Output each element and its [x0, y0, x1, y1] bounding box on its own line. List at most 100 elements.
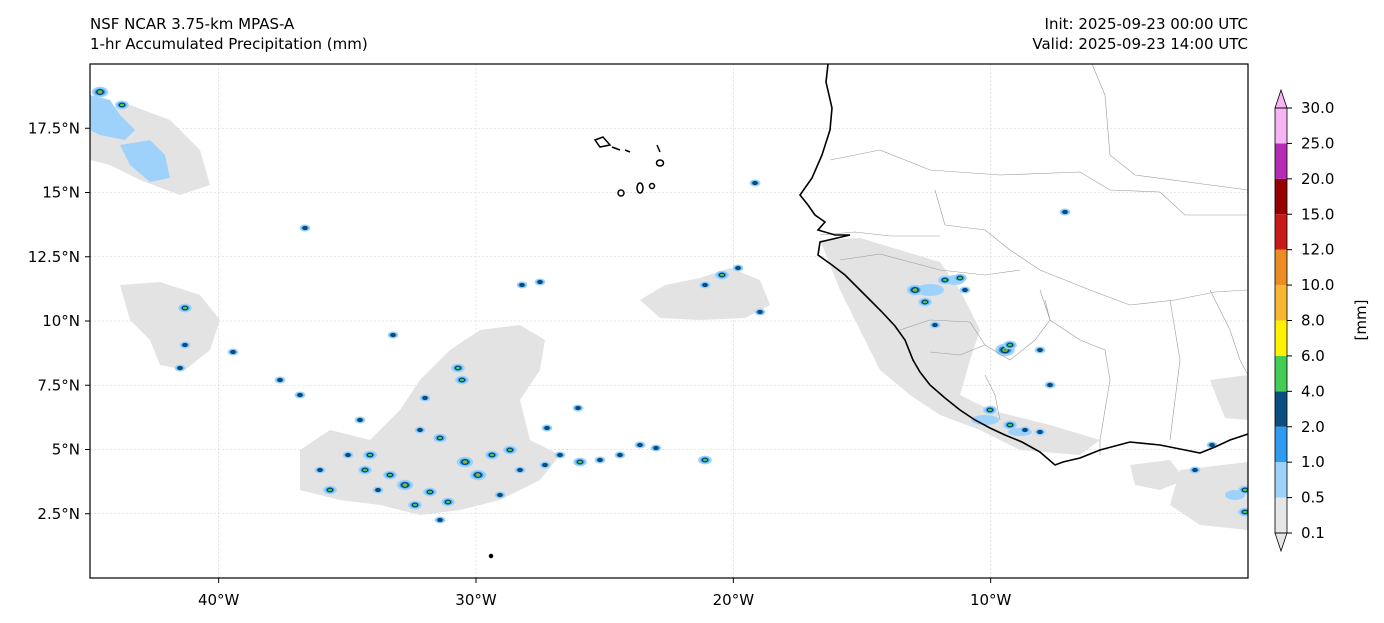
lat-tick-label: 17.5°N — [28, 119, 80, 137]
storm-cell — [749, 179, 761, 187]
colorbar-segment — [1275, 462, 1287, 498]
storm-cell — [441, 497, 455, 507]
coastline — [798, 64, 1248, 466]
colorbar-segment — [1275, 143, 1287, 179]
storm-cell — [91, 86, 109, 98]
storm-cell — [541, 424, 553, 432]
storm-cell — [469, 469, 487, 481]
storm-cell — [953, 273, 967, 283]
island — [655, 159, 665, 167]
storm-cell — [959, 286, 971, 294]
lat-tick-label: 2.5°N — [37, 505, 80, 523]
border-line — [829, 149, 1248, 216]
country-borders — [819, 64, 1248, 455]
storm-cell — [918, 297, 932, 307]
storm-cell — [174, 364, 186, 372]
convective-cells — [91, 86, 1248, 524]
lon-tick-label: 20°W — [713, 591, 755, 609]
colorbar-label: 30.0 — [1301, 99, 1334, 117]
storm-cell — [699, 281, 711, 289]
storm-cell — [983, 405, 997, 415]
storm-cell — [451, 363, 465, 373]
island — [617, 189, 625, 197]
storm-cell — [358, 465, 372, 475]
storm-cell — [573, 457, 587, 467]
precip-area — [916, 284, 944, 296]
colorbar-label: 20.0 — [1301, 170, 1334, 188]
storm-cell — [534, 278, 546, 286]
field-title: 1-hr Accumulated Precipitation (mm) — [90, 35, 368, 53]
colorbar-label: 2.0 — [1301, 418, 1325, 436]
storm-cell — [455, 375, 469, 385]
storm-cell — [179, 341, 191, 349]
colorbar-extend-max — [1274, 88, 1288, 109]
storm-cell — [494, 491, 506, 499]
colorbar-segment — [1275, 391, 1287, 427]
storm-cell — [396, 479, 414, 491]
storm-cell — [614, 451, 626, 459]
storm-cell — [423, 487, 437, 497]
colorbar-label: 25.0 — [1301, 134, 1334, 152]
colorbar-segment — [1275, 285, 1287, 321]
storm-cell — [1238, 485, 1248, 495]
gridlines — [90, 64, 1248, 578]
border-line — [984, 299, 1051, 361]
storm-cell — [929, 321, 941, 329]
precip-area — [300, 325, 560, 515]
colorbar-segment — [1275, 178, 1287, 215]
colorbar-segment — [1275, 497, 1287, 533]
light-precip-areas — [90, 105, 1248, 530]
colorbar-label: 8.0 — [1301, 312, 1325, 330]
storm-cell — [1019, 426, 1031, 434]
storm-cell — [323, 485, 337, 495]
border-line — [1091, 64, 1248, 191]
storm-cell — [516, 281, 528, 289]
island — [656, 144, 661, 153]
colorbar-label: 4.0 — [1301, 382, 1325, 400]
storm-cell — [314, 466, 326, 474]
storm-cell — [456, 456, 474, 468]
colorbar-segment — [1275, 214, 1287, 250]
precip-area — [1170, 462, 1248, 530]
coast-line — [798, 64, 1248, 466]
lat-tick-label: 15°N — [42, 184, 80, 202]
lat-tick-label: 7.5°N — [37, 376, 80, 394]
storm-cell — [485, 450, 499, 460]
storm-cell — [754, 308, 766, 316]
storm-cell — [634, 441, 646, 449]
lon-tick-label: 40°W — [198, 591, 240, 609]
island — [611, 146, 621, 151]
colorbar-label: 10.0 — [1301, 276, 1334, 294]
storm-cell — [227, 348, 239, 356]
storm-cell — [383, 470, 397, 480]
islands — [488, 136, 665, 559]
colorbar-label: 0.1 — [1301, 524, 1325, 542]
border-line — [1209, 289, 1248, 376]
colorbar-segment — [1275, 426, 1287, 463]
precip-area — [120, 140, 170, 182]
island — [648, 182, 656, 190]
storm-cell — [342, 451, 354, 459]
precip-area — [1210, 375, 1248, 420]
storm-cell — [387, 331, 399, 339]
storm-cell — [294, 391, 306, 399]
storm-cell — [1003, 420, 1017, 430]
storm-cell — [433, 433, 447, 443]
storm-cell — [698, 455, 712, 465]
lat-tick-label: 5°N — [52, 441, 80, 459]
storm-cell — [938, 275, 952, 285]
precip-area — [1130, 460, 1185, 490]
storm-cell — [554, 451, 566, 459]
colorbar-label: 1.0 — [1301, 453, 1325, 471]
island — [624, 149, 631, 153]
colorbar-extend-min — [1274, 532, 1288, 553]
storm-cell — [372, 486, 384, 494]
storm-cell — [1003, 340, 1017, 350]
storm-cell — [1059, 208, 1071, 216]
title-block-left: NSF NCAR 3.75-km MPAS-A 1-hr Accumulated… — [90, 14, 368, 54]
storm-cell — [419, 394, 431, 402]
latitude-ticks: 17.5°N 15°N 12.5°N 10°N 7.5°N 5°N 2.5°N — [28, 119, 90, 523]
storm-cell — [1238, 507, 1248, 517]
storm-cell — [299, 224, 311, 232]
